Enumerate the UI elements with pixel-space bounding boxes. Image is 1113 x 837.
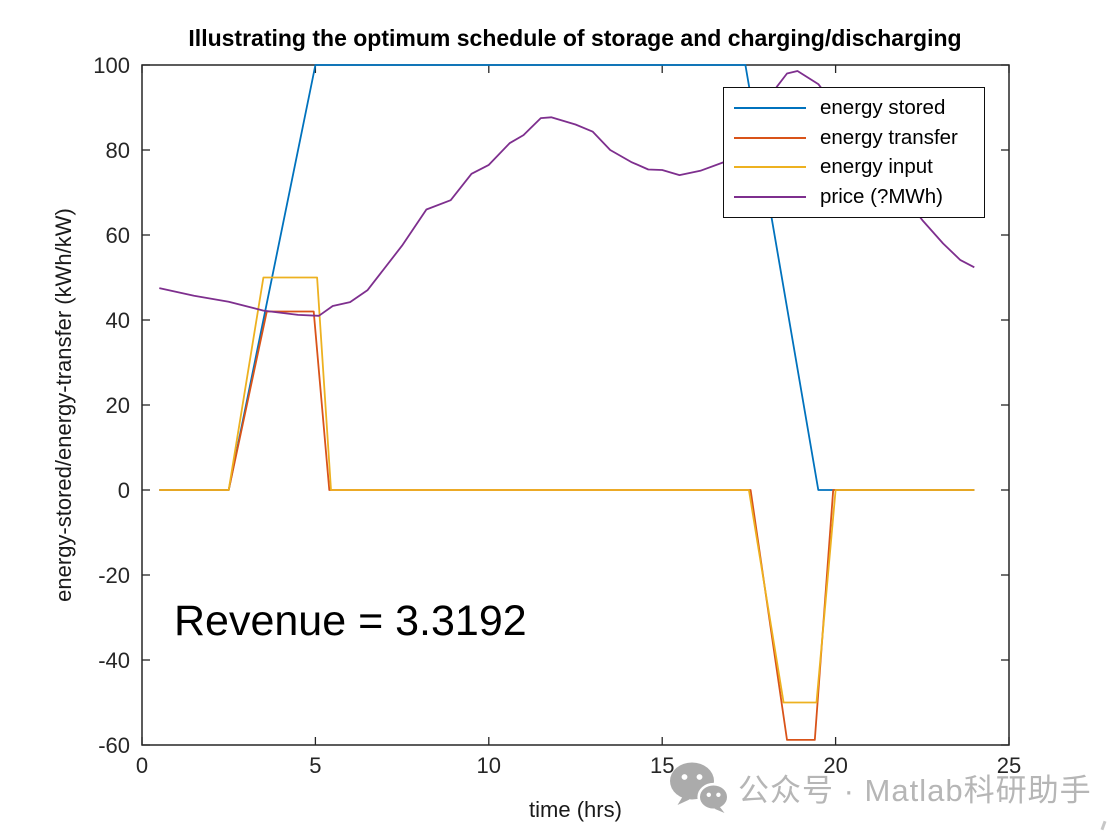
wechat-icon bbox=[670, 762, 730, 813]
y-tick-label: 20 bbox=[106, 393, 130, 418]
legend-line-sample-price bbox=[734, 196, 806, 199]
legend-entry-energy-stored: energy stored bbox=[724, 96, 984, 120]
x-axis-label: time (hrs) bbox=[529, 797, 622, 822]
chart-title: Illustrating the optimum schedule of sto… bbox=[188, 25, 962, 51]
watermark: 公众号 · Matlab科研助手 bbox=[668, 760, 1092, 814]
x-tick-label: 0 bbox=[136, 753, 148, 778]
x-tick-label: 5 bbox=[309, 753, 321, 778]
y-tick-label: 40 bbox=[106, 308, 130, 333]
y-tick-label: 80 bbox=[106, 138, 130, 163]
legend-line-sample-energy-transfer bbox=[734, 136, 806, 139]
legend-entry-energy-input: energy input bbox=[724, 155, 984, 179]
legend-entry-price: price (?MWh) bbox=[724, 185, 984, 209]
legend-label-price: price (?MWh) bbox=[820, 185, 944, 209]
y-tick-label: 60 bbox=[106, 223, 130, 248]
legend: energy stored energy transfer energy inp… bbox=[723, 87, 985, 218]
legend-label-energy-stored: energy stored bbox=[820, 95, 946, 119]
x-tick-label: 15 bbox=[650, 753, 674, 778]
y-tick-label: -60 bbox=[98, 733, 130, 758]
x-tick-label: 20 bbox=[823, 753, 847, 778]
watermark-text: 公众号 · Matlab科研助手 bbox=[738, 772, 1092, 808]
legend-line-sample-energy-stored bbox=[734, 106, 806, 109]
legend-label-energy-transfer: energy transfer bbox=[820, 125, 958, 149]
y-tick-label: 0 bbox=[118, 478, 130, 503]
x-tick-label: 25 bbox=[997, 753, 1021, 778]
legend-entry-energy-transfer: energy transfer bbox=[724, 126, 984, 150]
series-line-price-MWh bbox=[159, 70, 975, 317]
legend-label-energy-input: energy input bbox=[820, 155, 933, 179]
series-line-energy-input bbox=[159, 276, 975, 704]
revenue-annotation: Revenue = 3.3192 bbox=[174, 597, 527, 645]
y-tick-label: -20 bbox=[98, 563, 130, 588]
y-axis-label: energy-stored/energy-transfer (kWh/kW) bbox=[51, 208, 76, 602]
y-tick-label: -40 bbox=[98, 648, 130, 673]
x-tick-label: 10 bbox=[477, 753, 501, 778]
series-line-energy-transfer bbox=[159, 310, 975, 741]
legend-line-sample-energy-input bbox=[734, 166, 806, 169]
y-tick-label: 100 bbox=[93, 53, 130, 78]
